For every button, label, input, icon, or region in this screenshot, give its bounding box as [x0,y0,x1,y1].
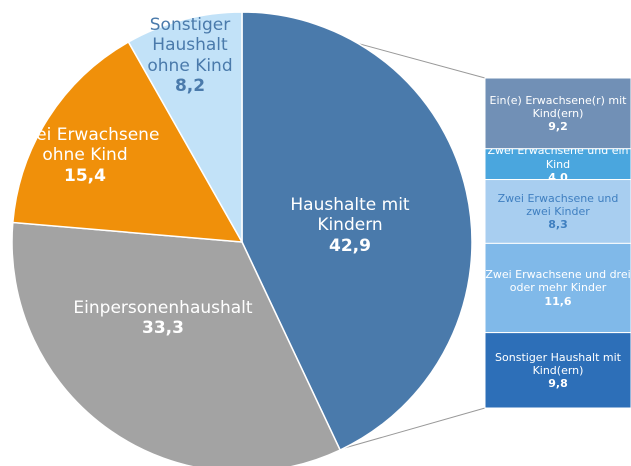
bar-segment [484,148,631,181]
segment-label: Zwei Erwachsene und ein Kind 4,0 [485,149,631,180]
slice-value: 33,3 [142,318,184,339]
bar-segment [484,77,631,150]
segment-name: Zwei Erwachsene und zwei Kinder [497,191,619,218]
segment-name: Sonstiger Haushalt mit Kind(ern) [495,350,621,377]
slice-name: Einpersonenhaushalt [73,298,253,318]
segment-value: 4,0 [548,170,568,180]
segment-name: Ein(e) Erwachsene(r) mit Kind(ern) [489,93,627,120]
slice-label: Haushalte mit Kindern 42,9 [275,195,425,256]
segment-label: Zwei Erwachsene und drei oder mehr Kinde… [485,243,631,332]
segment-value: 9,2 [548,119,568,133]
segment-value: 9,8 [548,376,568,390]
slice-label: Sonstiger Haushalt ohne Kind 8,2 [140,15,240,97]
segment-label: Sonstiger Haushalt mit Kind(ern) 9,8 [485,333,631,408]
segment-value: 8,3 [548,218,568,232]
slice-name: Sonstiger Haushalt ohne Kind [147,15,233,76]
segment-label: Zwei Erwachsene und zwei Kinder 8,3 [485,180,631,244]
slice-label: Zwei Erwachsene ohne Kind 15,4 [5,125,165,186]
segment-name: Zwei Erwachsene und drei oder mehr Kinde… [485,268,631,295]
slice-name: Haushalte mit Kindern [290,195,410,236]
pie-slice [241,11,473,452]
pie-slice [12,40,244,243]
slice-value: 42,9 [329,235,371,256]
slice-label: Einpersonenhaushalt 33,3 [63,298,263,339]
slice-value: 15,4 [64,165,106,186]
slice-value: 8,2 [174,76,206,97]
slice-name: Zwei Erwachsene ohne Kind [10,125,160,166]
connector-line [340,407,486,450]
bar-segment [484,332,631,409]
segment-value: 11,6 [544,294,572,308]
bar-segment [484,242,631,334]
pie-slice [127,11,243,245]
bar-segment [484,179,631,244]
pie-slice [11,221,342,466]
segment-label: Ein(e) Erwachsene(r) mit Kind(ern) 9,2 [485,78,631,149]
segment-name: Zwei Erwachsene und ein Kind [487,148,629,171]
